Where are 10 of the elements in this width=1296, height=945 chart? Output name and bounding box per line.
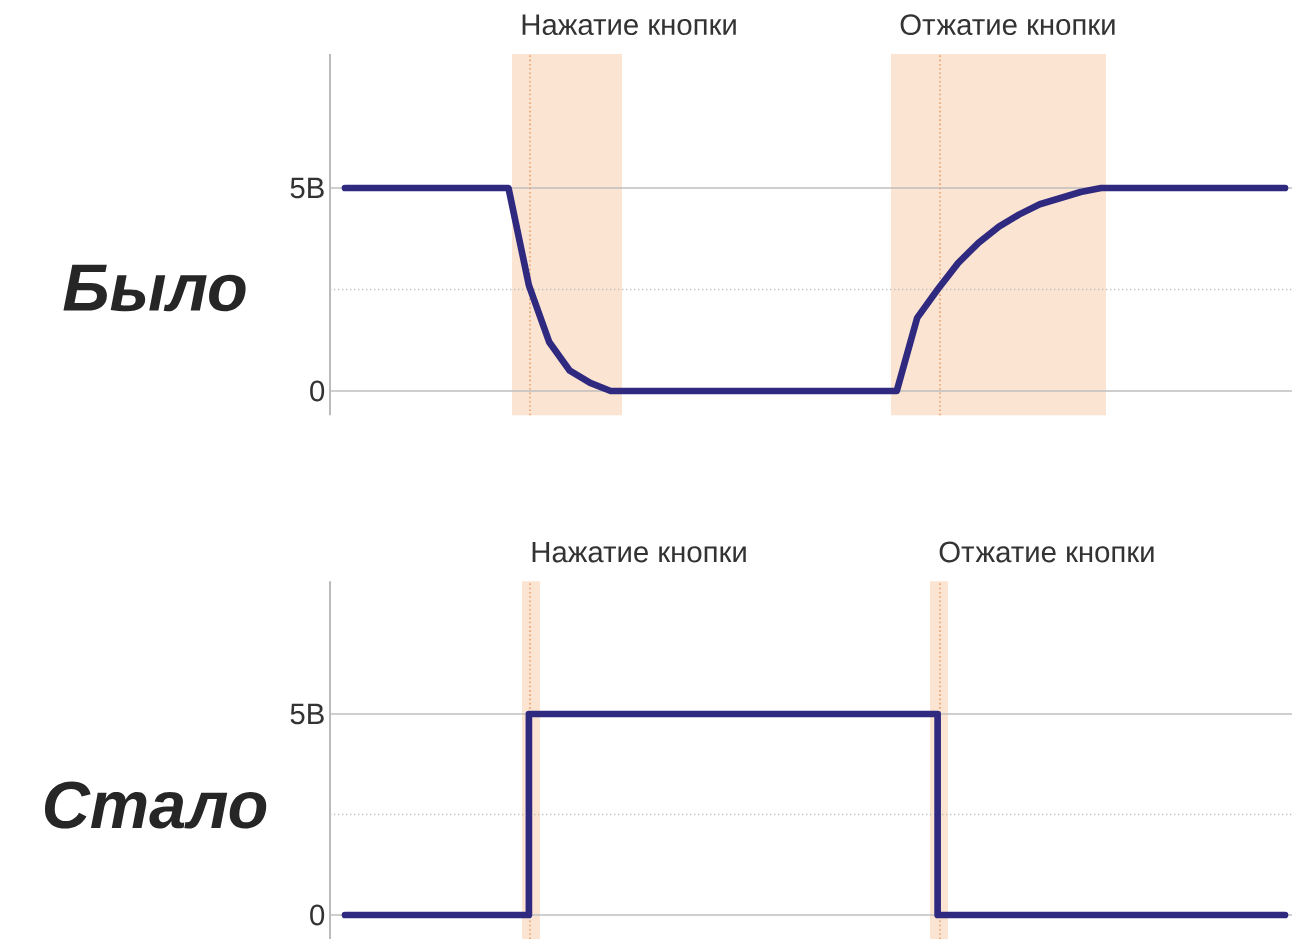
- text: Нажатие кнопки: [522, 14, 736, 36]
- y-tick-label: 0: [310, 380, 325, 402]
- text: Отжатие кнопки: [939, 541, 1154, 563]
- y-tick-label: 5В: [290, 703, 324, 725]
- y-axis-title: Было: [63, 264, 246, 312]
- y-axis-title: Стало: [44, 781, 267, 829]
- y-tick-label: 5В: [290, 177, 324, 199]
- text: Нажатие кнопки: [532, 541, 746, 563]
- y-tick-label: 0: [310, 904, 325, 926]
- text: Отжатие кнопки: [900, 14, 1115, 36]
